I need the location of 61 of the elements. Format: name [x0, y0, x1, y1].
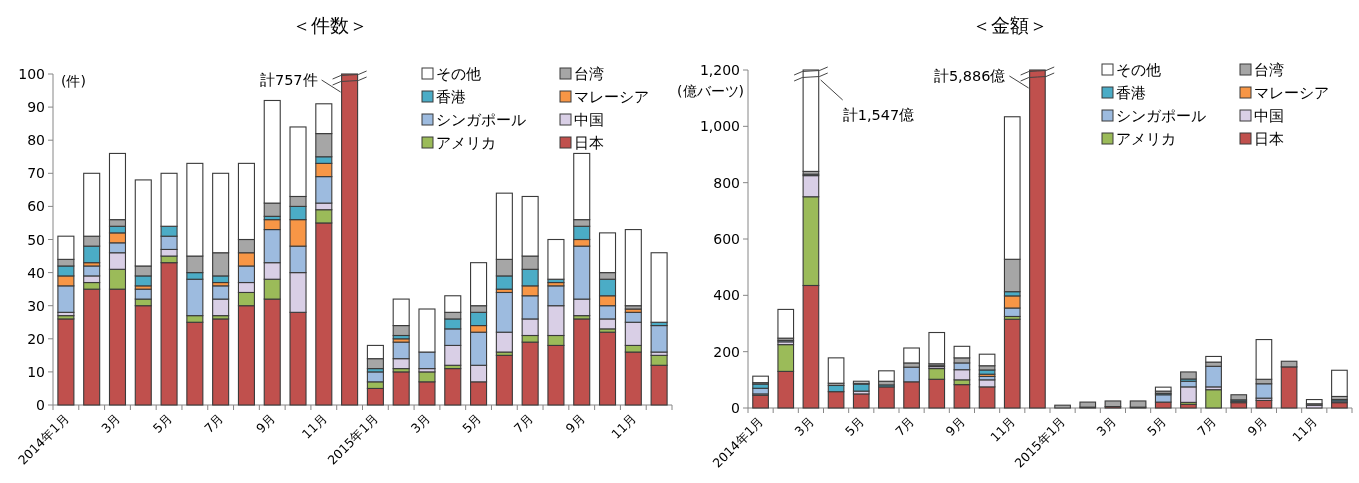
x-tick-label: 7月: [510, 410, 537, 436]
y-tick-label: 1,000: [699, 118, 740, 135]
legend-label: アメリカ: [436, 134, 496, 152]
legend-label: 台湾: [574, 65, 604, 83]
annotation: 計1,547億: [842, 107, 915, 123]
y-tick-label: 40: [27, 264, 45, 281]
y-tick-label: 600: [713, 231, 740, 247]
x-tick-label: 5月: [459, 410, 485, 436]
legend-label: 台湾: [1254, 61, 1284, 79]
x-tick-label: 5月: [149, 410, 176, 436]
x-tick-label: 9月: [562, 410, 588, 436]
x-tick-label: 3月: [407, 410, 434, 436]
x-tick-label: 3月: [791, 413, 818, 439]
y-tick-label: 60: [27, 198, 45, 215]
legend-label: 中国: [574, 111, 604, 129]
x-tick-label: 3月: [98, 410, 124, 436]
legend-label: 日本: [1254, 130, 1284, 148]
legend-label: マレーシア: [1254, 84, 1329, 102]
x-tick-label: 7月: [892, 413, 918, 439]
legend-label: その他: [436, 65, 481, 83]
chart-title: ＜件数＞: [292, 14, 368, 36]
y-axis-title: (件): [61, 73, 86, 89]
legend-label: シンガポール: [1116, 107, 1206, 125]
x-tick-label: 9月: [942, 413, 969, 439]
y-tick-label: 0: [36, 397, 45, 413]
y-tick-label: 80: [27, 132, 45, 149]
y-tick-label: 50: [27, 231, 45, 248]
x-tick-label: 3月: [1093, 413, 1120, 439]
chart-title: ＜金額＞: [972, 14, 1048, 36]
y-tick-label: 20: [27, 330, 45, 347]
y-tick-label: 30: [27, 297, 45, 314]
x-tick-label: 5月: [1143, 413, 1170, 439]
legend-label: アメリカ: [1116, 130, 1176, 148]
y-tick-label: 800: [713, 174, 740, 191]
y-tick-label: 400: [713, 287, 740, 304]
x-tick-label: 11月: [608, 410, 640, 442]
legend-label: 日本: [574, 134, 604, 152]
legend-label: シンガポール: [436, 111, 526, 129]
y-tick-label: 70: [27, 165, 45, 182]
y-tick-label: 1,200: [699, 62, 740, 78]
y-tick-label: 90: [27, 99, 45, 116]
legend-label: 香港: [436, 88, 466, 106]
legend-label: 中国: [1254, 107, 1284, 125]
annotation: 計5,886億: [933, 68, 1006, 84]
y-axis-title: (億バーツ): [677, 83, 744, 99]
y-tick-label: 200: [713, 343, 740, 360]
x-tick-label: 5月: [841, 413, 868, 439]
y-tick-label: 10: [27, 363, 45, 380]
legend-label: 香港: [1116, 84, 1146, 102]
legend-label: その他: [1116, 61, 1161, 79]
x-tick-label: 11月: [987, 413, 1019, 445]
x-tick-label: 11月: [298, 410, 330, 442]
y-tick-label: 100: [18, 66, 45, 82]
legend-label: マレーシア: [574, 88, 649, 106]
annotation: 計757件: [259, 72, 318, 88]
x-tick-label: 9月: [1244, 413, 1271, 439]
x-tick-label: 7月: [201, 410, 227, 436]
x-tick-label: 11月: [1289, 413, 1321, 445]
x-tick-label: 7月: [1194, 413, 1220, 439]
y-tick-label: 0: [731, 400, 740, 416]
x-tick-label: 9月: [252, 410, 279, 436]
